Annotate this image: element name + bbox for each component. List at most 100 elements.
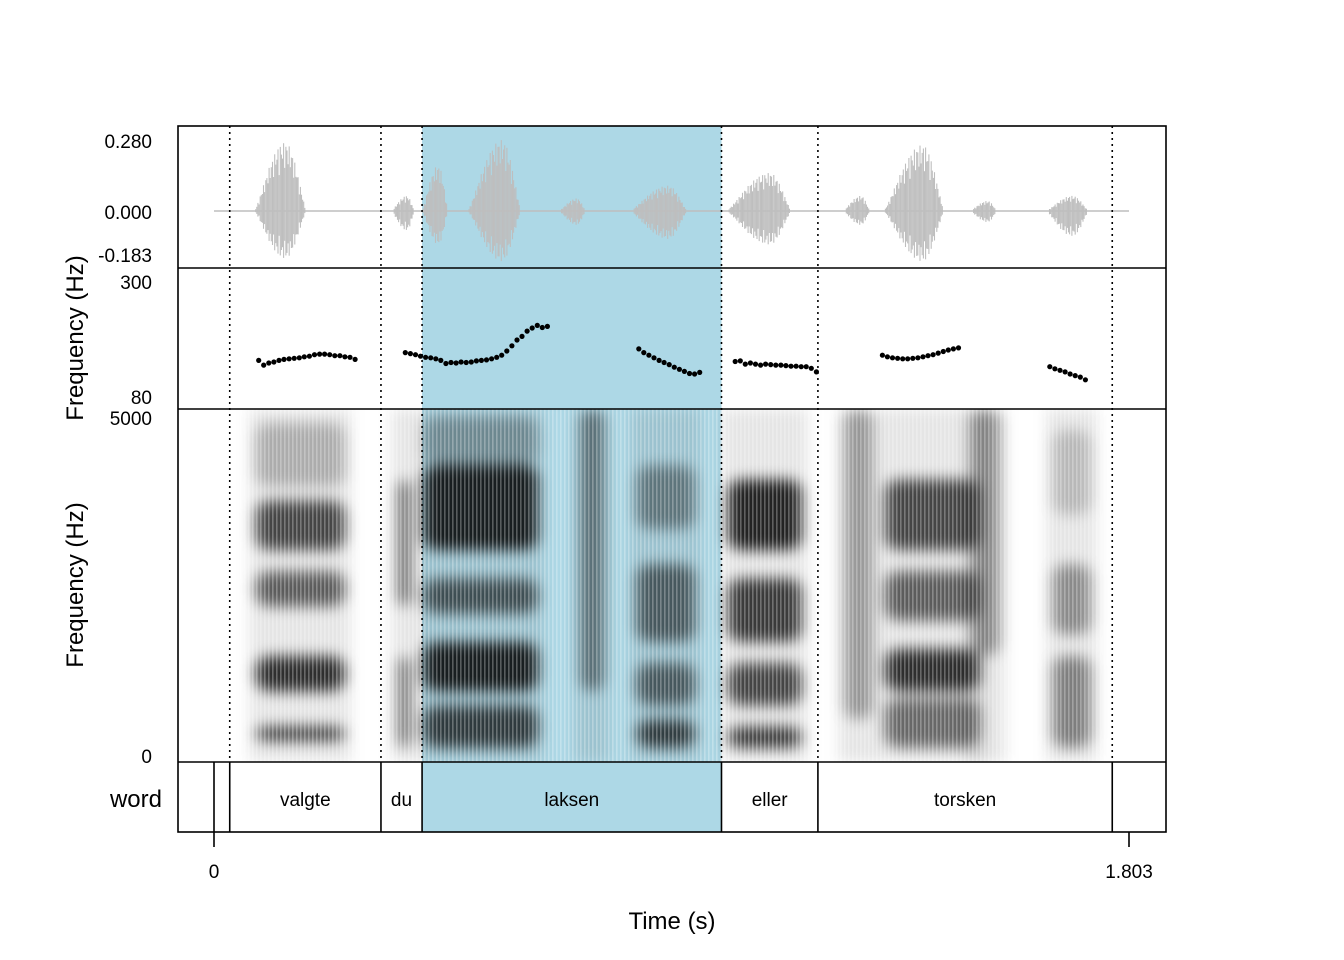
pitch-point <box>889 355 896 361</box>
waveform-max-tick: 0.280 <box>104 132 152 153</box>
pitch-point <box>656 357 662 363</box>
pitch-point <box>483 357 490 363</box>
tier-label-laksen: laksen <box>544 790 599 811</box>
pitch-point <box>1067 371 1073 377</box>
tier-label-valgte: valgte <box>280 790 331 811</box>
pitch-point <box>317 351 323 357</box>
pitch-point <box>737 358 743 364</box>
pitch-point <box>950 346 957 352</box>
boundary-lines <box>228 126 1114 762</box>
pitch-point <box>276 357 282 363</box>
pitch-point <box>458 359 464 365</box>
pitch-point <box>402 350 408 356</box>
pitch-point <box>428 355 434 361</box>
pitch-point <box>651 355 657 361</box>
pitch-point <box>529 325 535 331</box>
pitch-point <box>905 356 911 362</box>
pitch-point <box>412 352 419 358</box>
pitch-point <box>1072 373 1078 379</box>
pitch-point <box>773 362 779 368</box>
pitch-point <box>803 364 809 370</box>
pitch-point <box>271 359 277 365</box>
pitch-point <box>509 343 515 349</box>
x-tick-start: 0 <box>209 862 220 883</box>
pitch-point <box>788 363 794 369</box>
waveform-zero-tick: 0.000 <box>104 203 152 224</box>
pitch-point <box>544 323 551 329</box>
pitch-point <box>900 356 906 362</box>
pitch-point <box>778 362 784 368</box>
pitch-point <box>504 348 510 354</box>
pitch-point <box>697 369 703 375</box>
pitch-point <box>489 356 495 362</box>
pitch-point <box>1082 377 1088 383</box>
pitch-point <box>636 346 642 352</box>
pitch-point <box>783 363 789 369</box>
pitch-point <box>798 364 804 370</box>
pitch-point <box>732 358 738 365</box>
spectrogram-axis-title: Frequency (Hz) <box>62 502 89 667</box>
pitch-point <box>920 354 926 360</box>
waveform-plot <box>214 140 1129 262</box>
pitch-point <box>915 355 921 361</box>
pitch-point <box>686 370 693 377</box>
pitch-point <box>337 353 343 359</box>
pitch-point <box>747 360 754 366</box>
pitch-point <box>281 356 287 362</box>
pitch-point <box>539 324 545 331</box>
pitch-point <box>519 333 525 339</box>
word-tier: valgte du laksen eller torsken <box>213 762 1114 832</box>
pitch-point <box>423 354 429 360</box>
x-axis <box>213 832 1130 847</box>
pitch-point <box>266 360 272 366</box>
pitch-point <box>327 352 333 358</box>
pitch-point <box>463 359 469 366</box>
pitch-point <box>256 357 262 363</box>
pitch-point <box>671 364 677 370</box>
pitch-point <box>935 350 941 356</box>
pitch-point <box>930 352 936 358</box>
pitch-point <box>301 354 307 360</box>
pitch-max-tick: 300 <box>120 273 152 294</box>
pitch-point <box>768 362 774 368</box>
pitch-point <box>681 368 688 374</box>
pitch-point <box>910 355 916 361</box>
pitch-point <box>646 352 652 358</box>
pitch-point <box>352 356 358 362</box>
pitch-point <box>433 356 439 362</box>
pitch-point <box>742 361 748 367</box>
pitch-axis-title: Frequency (Hz) <box>62 255 89 420</box>
pitch-point <box>884 354 891 360</box>
pitch-point <box>763 361 769 367</box>
pitch-point <box>641 350 647 356</box>
pitch-point <box>468 359 474 365</box>
spectrogram-max-tick: 5000 <box>110 409 152 430</box>
pitch-point <box>514 337 520 343</box>
pitch-point <box>940 348 946 355</box>
pitch-point <box>879 352 886 358</box>
spectrogram-min-tick: 0 <box>141 747 152 768</box>
pitch-point <box>925 353 931 359</box>
pitch-min-tick: 80 <box>131 388 152 409</box>
pitch-point <box>261 362 267 368</box>
waveform-min-tick: -0.183 <box>98 246 152 267</box>
pitch-point <box>342 354 348 360</box>
tier-name: word <box>109 786 162 813</box>
pitch-point <box>438 357 444 363</box>
tier-label-torsken: torsken <box>934 790 996 811</box>
spectrogram-plot <box>178 409 1166 762</box>
pitch-point <box>661 359 667 366</box>
x-axis-title: Time (s) <box>628 908 715 935</box>
pitch-point <box>1077 374 1083 380</box>
pitch-point <box>1057 367 1063 373</box>
pitch-point <box>311 352 318 358</box>
pitch-point <box>499 352 505 358</box>
pitch-point <box>808 365 814 371</box>
pitch-point <box>895 355 901 361</box>
panel-frames <box>177 125 1167 833</box>
pitch-point <box>1062 369 1068 375</box>
pitch-point <box>793 363 799 369</box>
pitch-point <box>306 353 312 359</box>
pitch-track <box>256 322 1088 383</box>
